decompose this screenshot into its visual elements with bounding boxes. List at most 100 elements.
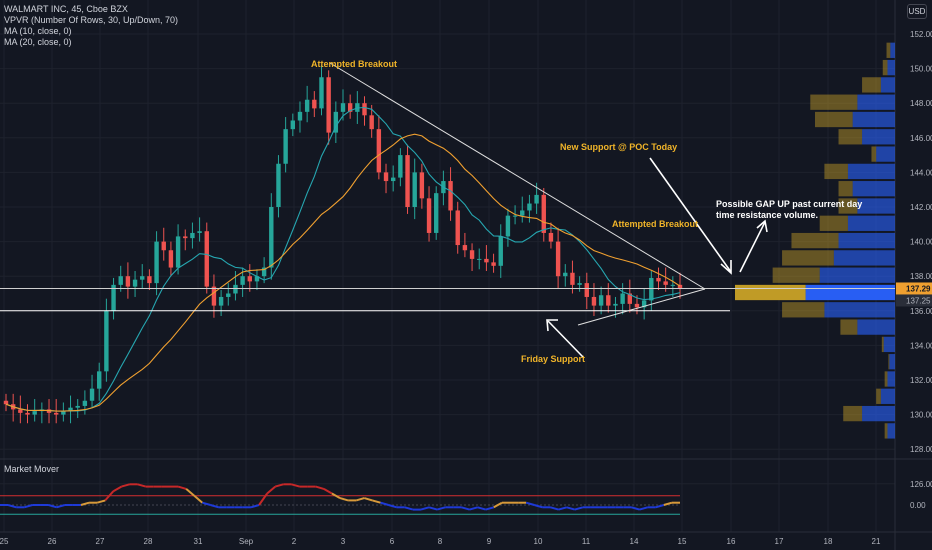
vpvr-legend[interactable]: VPVR (Number Of Rows, 30, Up/Down, 70) [4, 15, 179, 25]
candle-body [448, 181, 453, 211]
ma20-legend[interactable]: MA (20, close, 0) [4, 37, 72, 47]
candle-body [347, 103, 353, 112]
candle-body [649, 277, 654, 301]
time-tick-label: 27 [96, 537, 105, 546]
support-price-tag [896, 294, 932, 307]
candle-body [168, 250, 174, 268]
mm-segment [420, 506, 430, 511]
candle-body [233, 284, 238, 294]
vp-row-down [824, 163, 848, 180]
candle-body [512, 215, 518, 217]
vp-row-down [810, 94, 858, 110]
annotation-breakout-2[interactable]: Attempted Breakout [612, 219, 699, 229]
candle-body [140, 276, 145, 280]
candle-body [434, 193, 439, 233]
annotation-friday-support[interactable]: Friday Support [521, 354, 586, 364]
mm-segment [469, 506, 478, 511]
time-tick-label: 17 [775, 537, 784, 546]
time-tick-label: 28 [144, 537, 153, 546]
vp-row-up [852, 111, 895, 128]
candle-body [111, 284, 116, 311]
candle-body [276, 163, 281, 207]
ma20-line [5, 133, 681, 412]
price-tick-label: 148.00 [910, 99, 932, 108]
candle-body [211, 286, 217, 306]
mm-segment [96, 499, 106, 504]
candle-body [390, 177, 396, 182]
annotation-gap-up-line2: time resistance volume. [716, 210, 819, 220]
price-tick-label: 130.00 [910, 411, 932, 420]
candle-body [563, 272, 568, 277]
vp-row-down [881, 336, 884, 353]
price-tick-label: 134.00 [910, 341, 932, 350]
vp-row-down [888, 354, 890, 370]
last-price-tag [896, 282, 932, 295]
mm-segment [104, 490, 115, 502]
mm-segment [631, 506, 640, 511]
time-tick-label: 8 [438, 537, 443, 546]
candle-body [663, 281, 668, 285]
mm-segment [177, 485, 187, 490]
vp-row-down [838, 129, 863, 145]
mm-segment [121, 483, 130, 488]
candle-body [548, 232, 554, 242]
candle-body [297, 111, 303, 121]
arrow-gap [739, 221, 766, 273]
price-tick-label: 152.00 [910, 30, 932, 39]
mm-segment [428, 506, 438, 511]
candle-body [606, 295, 611, 306]
vp-row-up [819, 267, 895, 283]
candle-body [527, 203, 532, 211]
mm-segment [48, 504, 57, 509]
candle-body [104, 310, 109, 372]
vp-row-up [838, 232, 895, 249]
vp-row-up [857, 94, 895, 110]
vp-row-down [782, 250, 834, 266]
annotation-new-support[interactable]: New Support @ POC Today [560, 142, 678, 152]
vp-row-down [815, 111, 853, 128]
candles [3, 65, 683, 424]
time-tick-label: 9 [487, 537, 492, 546]
vp-row-up [847, 215, 895, 231]
support-trendline [577, 288, 706, 326]
candle-body [491, 262, 496, 266]
candle-body [340, 103, 346, 112]
candle-body [18, 409, 23, 413]
candle-body [132, 279, 138, 287]
indicator-label[interactable]: Market Mover [4, 464, 60, 474]
candle-body [577, 283, 582, 285]
mm-segment [202, 501, 211, 506]
support-price-label: 137.25 [906, 296, 931, 305]
arrow-friday [547, 320, 584, 358]
vp-row-down [884, 371, 888, 387]
mm-segment [558, 506, 567, 511]
candle-body [154, 241, 159, 284]
symbol-title[interactable]: WALMART INC, 45, Cboe BZX [4, 4, 128, 14]
candle-body [369, 115, 374, 130]
candle-body [520, 210, 525, 216]
time-tick-label: 18 [824, 537, 833, 546]
price-tick-label: 136.00 [910, 307, 932, 316]
candle-body [677, 284, 683, 289]
annotation-breakout-1[interactable]: Attempted Breakout [311, 59, 398, 69]
annotation-gap-up[interactable]: Possible GAP UP past current day time re… [716, 199, 862, 221]
candle-body [283, 129, 288, 164]
vp-row-up [887, 59, 895, 76]
mm-segment [663, 501, 673, 506]
mm-segment [493, 501, 503, 509]
price-tick-label: 146.00 [910, 134, 932, 143]
vp-row-up [857, 198, 895, 214]
price-tick-label: 142.00 [910, 203, 932, 212]
mm-segment [566, 506, 576, 511]
currency-button[interactable]: USD [907, 4, 927, 19]
mm-segment [525, 501, 535, 506]
candle-body [534, 194, 539, 204]
vp-row-up [847, 163, 895, 180]
candle-body [118, 276, 123, 285]
time-tick-label: 11 [582, 537, 591, 546]
candle-body [304, 99, 310, 112]
volume-profile [735, 42, 895, 439]
mm-segment [485, 506, 495, 511]
ma10-legend[interactable]: MA (10, close, 0) [4, 26, 72, 36]
